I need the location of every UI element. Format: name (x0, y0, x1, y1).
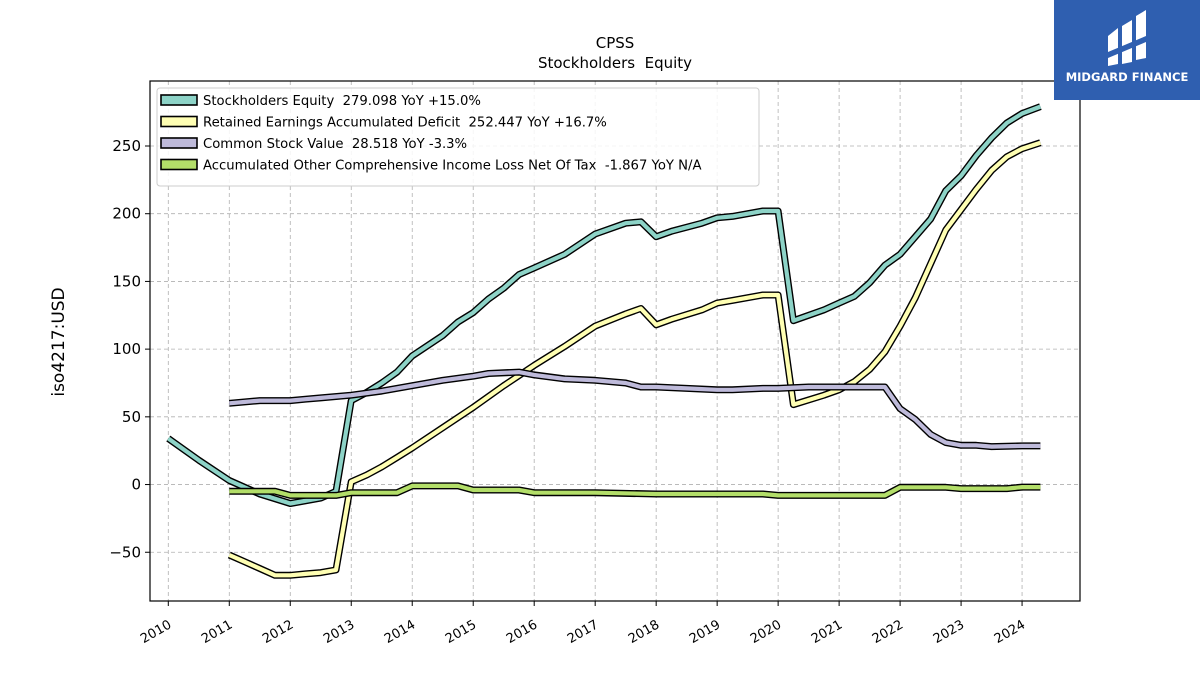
legend-label-0: Stockholders Equity 279.098 YoY +15.0% (203, 94, 481, 109)
y-tick-label: 250 (112, 137, 141, 155)
x-tick-label: 2017 (565, 617, 601, 647)
company-logo: MIDGARD FINANCE (1054, 0, 1200, 100)
x-tick-label: 2024 (992, 617, 1028, 647)
x-tick-label: 2013 (321, 617, 357, 647)
x-tick-label: 2020 (748, 617, 784, 647)
y-tick-label: 50 (122, 408, 141, 426)
chart-subtitle: Stockholders Equity (538, 54, 692, 72)
legend-swatch-1 (160, 115, 198, 128)
y-tick-label: 0 (131, 476, 141, 494)
y-tick-label: 100 (112, 340, 141, 358)
legend-label-3: Accumulated Other Comprehensive Income L… (203, 159, 701, 174)
y-tick-label: 200 (112, 205, 141, 223)
x-tick-label: 2015 (443, 617, 479, 647)
x-tick-label: 2014 (382, 617, 418, 647)
legend-label-1: Retained Earnings Accumulated Deficit 25… (203, 116, 607, 131)
legend-swatch-0 (160, 94, 198, 106)
logo-text: MIDGARD FINANCE (1065, 70, 1189, 84)
x-tick-label: 2023 (931, 617, 967, 647)
x-tick-label: 2019 (687, 617, 723, 647)
series-line-3 (229, 483, 1041, 498)
y-tick-label: −50 (109, 543, 141, 561)
y-axis-label: iso4217:USD (49, 287, 69, 396)
x-tick-label: 2016 (504, 617, 540, 647)
legend-label-2: Common Stock Value 28.518 YoY -3.3% (203, 137, 467, 152)
plot-frame (149, 80, 1081, 602)
legend-box (156, 87, 760, 187)
series-line-1 (228, 140, 1042, 578)
x-tick-label: 2011 (199, 617, 235, 647)
logo-mark-icon (1108, 10, 1146, 66)
x-tick-label: 2018 (626, 617, 662, 647)
x-tick-label: 2022 (870, 617, 906, 647)
x-tick-label: 2010 (138, 617, 174, 647)
legend-swatch-3 (160, 158, 198, 171)
chart-title: CPSS (596, 34, 635, 52)
y-tick-label: 150 (112, 272, 141, 290)
series-layer (166, 103, 1042, 579)
x-tick-label: 2021 (809, 617, 845, 647)
x-tick-label: 2012 (260, 617, 296, 647)
series-line-2 (229, 370, 1041, 449)
legend: Stockholders Equity 279.098 YoY +15.0% Re… (156, 87, 760, 187)
legend-swatch-2 (160, 137, 198, 149)
